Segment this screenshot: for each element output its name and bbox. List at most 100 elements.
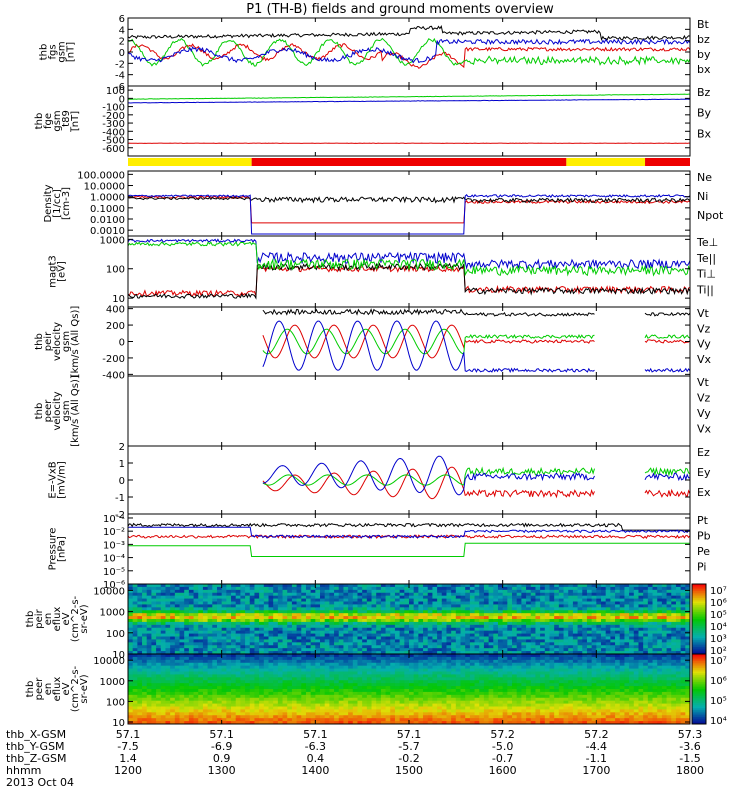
heatmap-cell [423,689,429,693]
heatmap-cell [558,595,565,600]
heatmap-cell [680,613,686,617]
heatmap-cell [128,595,134,600]
heatmap-cell [282,680,288,684]
heatmap-cell [446,683,452,687]
heatmap-cell [156,691,162,696]
heatmap-cell [287,683,293,687]
heatmap-cell [380,656,387,661]
y-tick-label: 1.0000 [90,193,125,204]
heatmap-cell [165,633,171,637]
heatmap-cell [320,662,326,667]
heatmap-cell [652,613,658,617]
heatmap-cell [348,633,354,637]
heatmap-cell [413,691,419,696]
heatmap-cell [409,697,415,702]
heatmap-cell [666,601,672,605]
heatmap-cell [231,642,237,646]
heatmap-cell [413,654,419,658]
heatmap-cell [437,691,443,696]
heatmap-cell [376,592,382,597]
heatmap-cell [179,659,185,664]
heatmap-cell [558,613,565,617]
heatmap-cell [610,633,616,637]
heatmap-cell [315,607,321,611]
heatmap-cell [474,601,480,605]
heatmap-cell [254,662,260,667]
heatmap-cell [549,604,555,608]
heatmap-cell [455,630,462,635]
heatmap-cell [343,671,349,675]
heatmap-cell [437,651,443,655]
heatmap-cell [282,607,288,611]
heatmap-cell [291,680,298,684]
heatmap-cell [315,601,321,605]
heatmap-cell [207,598,213,602]
heatmap-cell [249,709,255,713]
heatmap-cell [334,604,340,608]
y-tick-label: 0 [119,476,125,487]
heatmap-cell [394,706,401,710]
heatmap-cell [404,633,410,637]
heatmap-cell [170,654,176,658]
heatmap-cell [586,589,593,594]
heatmap-cell [273,619,279,623]
heatmap-cell [479,613,485,617]
heatmap-cell [502,624,508,629]
heatmap-cell [282,651,288,655]
heatmap-cell [502,633,508,637]
heatmap-cell [455,610,462,614]
heatmap-cell [502,610,508,614]
heatmap-cell [263,686,269,690]
heatmap-cell [577,595,583,600]
heatmap-cell [282,592,288,597]
heatmap-cell [661,601,668,605]
heatmap-cell [165,584,171,588]
heatmap-cell [619,633,625,637]
heatmap-cell [390,598,396,602]
heatmap-cell [329,633,335,637]
heatmap-cell [352,659,358,664]
heatmap-cell [277,709,284,713]
heatmap-cell [633,624,639,629]
heatmap-cell [310,683,316,687]
heatmap-cell [483,604,490,608]
heatmap-cell [497,648,504,652]
heatmap-cell [254,709,260,713]
heatmap-cell [671,607,677,611]
heatmap-cell [277,598,284,602]
heatmap-cell [146,645,152,649]
heatmap-cell [277,715,284,719]
heatmap-cell [469,639,476,643]
heatmap-cell [544,584,550,588]
heatmap-cell [296,648,302,652]
heatmap-cell [544,613,550,617]
heatmap-cell [423,700,429,705]
heatmap-cell [385,668,391,672]
y-tick-label: 6 [119,14,125,25]
heatmap-cell [390,604,396,608]
heatmap-cell [216,621,223,626]
heatmap-cell [343,636,349,640]
heatmap-cell [596,642,602,646]
heatmap-cell [137,721,143,725]
legend-entry: Pb [697,530,711,543]
heatmap-cell [427,721,433,725]
heatmap-cell [521,584,527,588]
heatmap-cell [488,616,494,620]
heatmap-cell [629,616,635,620]
heatmap-cell [568,592,574,597]
heatmap-cell [563,648,569,652]
heatmap-cell [226,616,232,620]
heatmap-cell [657,651,663,655]
heatmap-cell [493,604,499,608]
heatmap-cell [142,689,148,693]
heatmap-cell [357,645,363,649]
heatmap-cell [582,616,588,620]
heatmap-cell [385,601,391,605]
heatmap-cell [132,610,138,614]
heatmap-cell [137,671,143,675]
heatmap-cell [488,630,494,635]
heatmap-cell [221,601,227,605]
heatmap-cell [586,607,593,611]
heatmap-cell [235,715,241,719]
